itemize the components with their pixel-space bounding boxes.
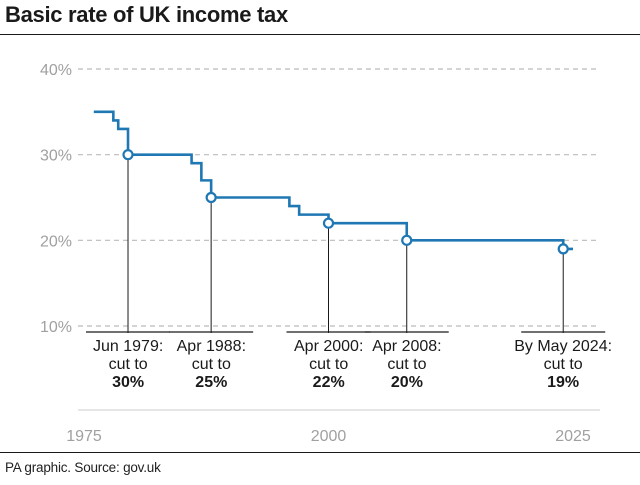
annotation-text: By May 2024:	[514, 338, 613, 355]
annotation-label: By May 2024: cut to 19%	[514, 338, 612, 392]
annotation-text: Apr 2008:	[372, 338, 442, 355]
annotation-value: 19%	[547, 374, 580, 391]
y-tick-label: 40%	[40, 62, 72, 79]
annotation-text: Apr 2000:	[294, 338, 364, 355]
annotation-label: Apr 1988: cut to 25%	[177, 338, 246, 392]
annotation-label: Apr 2008: cut to 20%	[372, 338, 441, 392]
title-rule	[0, 34, 640, 35]
rate-step-line	[93, 110, 573, 251]
x-tick-label: 2025	[555, 428, 591, 445]
annotation-marker	[557, 243, 569, 255]
annotation-marker	[122, 149, 134, 161]
annotation-label: Jun 1979: cut to 30%	[93, 338, 163, 392]
y-tick-label: 20%	[40, 233, 72, 250]
chart-title: Basic rate of UK income tax	[5, 2, 288, 27]
annotation-text: Apr 1988:	[176, 338, 247, 355]
annotation-marker	[322, 217, 335, 229]
y-tick-label: 30%	[40, 148, 72, 165]
x-tick-label: 1975	[66, 428, 102, 445]
annotation-value: 22%	[312, 374, 345, 391]
annotation-label: Apr 2000: cut to 22%	[294, 338, 363, 392]
y-tick-label: 10%	[40, 319, 72, 336]
annotation-value: 30%	[112, 374, 145, 391]
annotation-text: cut to	[387, 356, 427, 373]
chart-plot: 10% 20% 30% 40% 1975 2000 2025	[40, 62, 606, 445]
footer-rule	[0, 452, 640, 453]
annotation-value: 20%	[390, 374, 423, 391]
annotation-marker	[401, 234, 413, 246]
annotation-text: cut to	[191, 356, 231, 373]
annotation-marker	[205, 191, 217, 204]
x-tick-label: 2000	[311, 428, 347, 445]
annotation-text: cut to	[309, 356, 349, 373]
annotation-text: cut to	[543, 356, 583, 373]
annotation-text: cut to	[108, 356, 148, 373]
annotation-value: 25%	[195, 374, 228, 391]
annotation-text: Jun 1979:	[93, 338, 164, 355]
source-note: PA graphic. Source: gov.uk	[5, 460, 161, 475]
